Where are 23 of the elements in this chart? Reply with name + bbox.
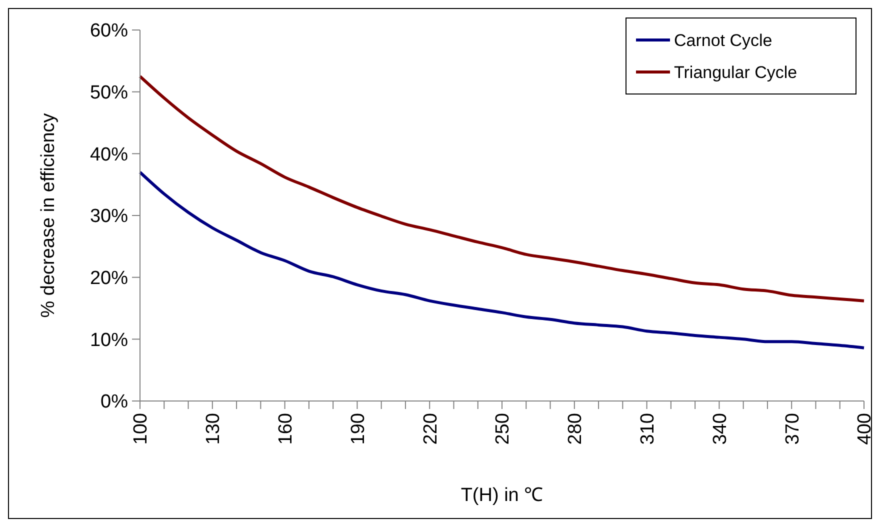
x-tick-label: 400 (854, 413, 876, 445)
y-tick-label: 30% (90, 206, 128, 228)
legend-label: Triangular Cycle (674, 62, 798, 82)
x-tick-label: 100 (130, 413, 152, 445)
legend-label: Carnot Cycle (674, 30, 772, 50)
x-tick-label: 310 (637, 413, 658, 445)
x-tick-label: 340 (710, 413, 731, 445)
x-tick-label: 160 (275, 413, 296, 445)
x-axis-title: T(H) in ℃ (460, 485, 544, 506)
y-tick-label: 40% (90, 144, 128, 166)
y-tick-label: 50% (90, 82, 128, 104)
y-tick-label: 0% (100, 392, 128, 413)
x-tick-label: 220 (420, 413, 442, 445)
y-tick-label: 20% (90, 268, 128, 289)
x-tick-label: 190 (348, 413, 369, 445)
line-series (138, 170, 866, 350)
x-tick-label: 250 (492, 413, 514, 445)
x-tick-label: 370 (782, 413, 804, 445)
y-tick-label: 10% (90, 330, 128, 351)
x-tick-label: 130 (203, 413, 224, 445)
x-tick-label: 280 (565, 413, 586, 445)
y-axis-title: % decrease in efficiency (38, 112, 59, 318)
y-tick-label: 60% (90, 20, 128, 42)
